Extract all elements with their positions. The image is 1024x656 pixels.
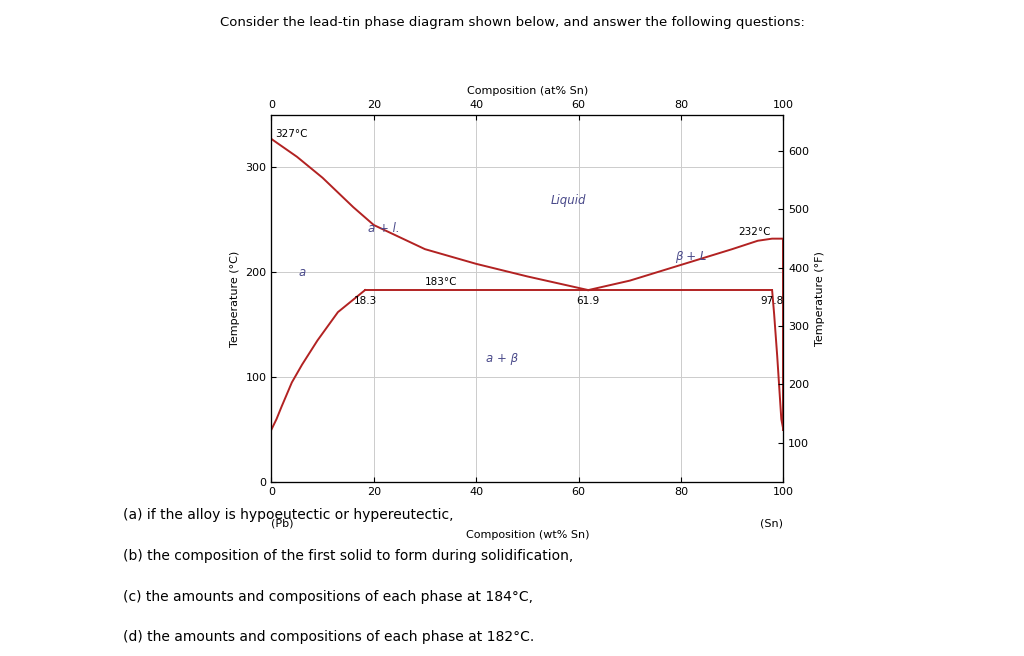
Text: a: a [298, 266, 306, 279]
Text: β + L: β + L [676, 250, 707, 263]
Text: 327°C: 327°C [275, 129, 308, 139]
Text: a + β: a + β [485, 352, 518, 365]
Text: Consider the lead-tin phase diagram shown below, and answer the following questi: Consider the lead-tin phase diagram show… [219, 16, 805, 30]
Y-axis label: Temperature (°F): Temperature (°F) [815, 251, 825, 346]
Text: (a) if the alloy is hypoeutectic or hypereutectic,: (a) if the alloy is hypoeutectic or hype… [123, 508, 454, 522]
Text: 183°C: 183°C [425, 277, 458, 287]
Y-axis label: Temperature (°C): Temperature (°C) [229, 251, 240, 346]
Text: (d) the amounts and compositions of each phase at 182°C.: (d) the amounts and compositions of each… [123, 630, 535, 644]
Text: Liquid: Liquid [551, 194, 586, 207]
Text: (c) the amounts and compositions of each phase at 184°C,: (c) the amounts and compositions of each… [123, 590, 532, 604]
Text: 61.9: 61.9 [577, 297, 600, 306]
Text: 232°C: 232°C [738, 226, 770, 237]
Text: Composition (wt% Sn): Composition (wt% Sn) [466, 530, 589, 540]
Text: 18.3: 18.3 [353, 297, 377, 306]
Text: (b) the composition of the first solid to form during solidification,: (b) the composition of the first solid t… [123, 549, 573, 563]
Text: 97.8: 97.8 [761, 297, 783, 306]
Text: a + l.: a + l. [369, 222, 399, 235]
Text: (Pb): (Pb) [271, 519, 294, 529]
Text: (Sn): (Sn) [761, 519, 783, 529]
X-axis label: Composition (at% Sn): Composition (at% Sn) [467, 87, 588, 96]
